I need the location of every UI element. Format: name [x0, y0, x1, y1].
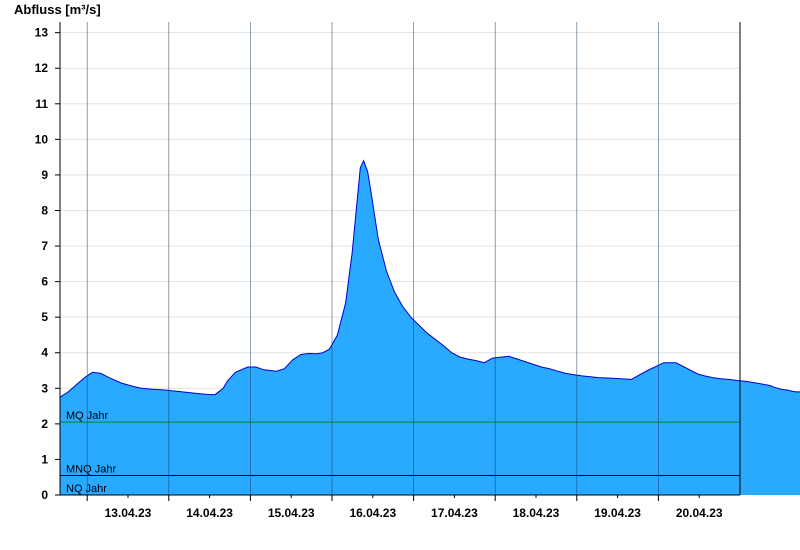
reference-label: NQ Jahr	[66, 483, 107, 495]
x-tick-label: 17.04.23	[431, 506, 478, 520]
y-axis-title: Abfluss [m³/s]	[14, 2, 101, 17]
y-tick-label: 9	[41, 168, 48, 182]
y-tick-label: 7	[41, 239, 48, 253]
day-separator-lines	[86, 22, 659, 495]
x-tick-label: 16.04.23	[349, 506, 396, 520]
y-tick-label: 11	[35, 97, 48, 111]
x-tick-label: 14.04.23	[186, 506, 233, 520]
y-tick-label: 0	[41, 488, 48, 502]
y-tick-label: 6	[41, 275, 48, 289]
y-tick-label: 13	[35, 26, 49, 40]
x-axis-ticks: 13.04.23 14.04.23 15.04.23 16.04.23 17.04.23…	[86, 495, 723, 520]
y-tick-label: 8	[41, 203, 48, 217]
x-tick-label: 19.04.23	[594, 506, 641, 520]
x-tick-label: 13.04.23	[105, 506, 152, 520]
y-tick-label: 3	[41, 381, 48, 395]
x-tick-label: 15.04.23	[268, 506, 315, 520]
series-area-layer	[59, 159, 800, 495]
axes	[59, 22, 741, 496]
discharge-line	[59, 159, 800, 398]
y-tick-label: 5	[41, 310, 48, 324]
reference-label: MNQ Jahr	[66, 463, 116, 475]
y-tick-label: 12	[35, 61, 49, 75]
discharge-area	[60, 160, 800, 495]
x-tick-label: 20.04.23	[676, 506, 723, 520]
x-tick-label: 18.04.23	[513, 506, 560, 520]
y-tick-label: 2	[41, 417, 48, 431]
y-tick-label: 10	[35, 132, 49, 146]
y-tick-label: 4	[41, 346, 48, 360]
y-tick-label: 1	[41, 452, 48, 466]
